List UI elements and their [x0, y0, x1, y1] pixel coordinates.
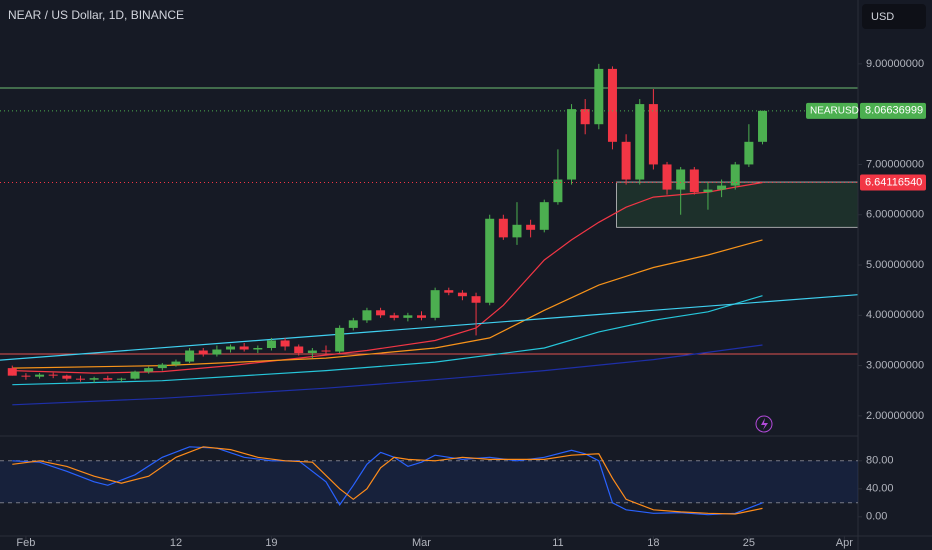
candle-body	[567, 109, 577, 180]
x-tick-label: Apr	[836, 537, 853, 549]
oscillator-line	[12, 446, 763, 515]
candle-body	[485, 218, 495, 303]
y-tick-label: 3.00000000	[866, 360, 924, 372]
candle-body	[580, 109, 590, 125]
y-tick-label: 80.00	[866, 455, 894, 467]
candle-body	[198, 350, 208, 355]
candle-body	[553, 179, 563, 203]
candle-body	[253, 348, 263, 350]
candle-body	[157, 364, 167, 369]
price-label-box	[860, 102, 926, 119]
y-tick-label: 4.00000000	[866, 309, 924, 321]
candle-body	[280, 340, 290, 347]
oscillator-band	[0, 460, 858, 503]
y-tick-label: 9.00000000	[866, 58, 924, 70]
candle-body	[621, 141, 631, 180]
y-tick-label: 7.00000000	[866, 158, 924, 170]
candle-body	[730, 164, 740, 186]
candle-body	[362, 310, 372, 321]
currency-button[interactable]	[862, 4, 926, 29]
oscillator-pane	[0, 446, 858, 516]
x-tick-label: 11	[552, 537, 563, 549]
alert-icon-bolt	[761, 418, 768, 430]
candle-body	[335, 327, 345, 352]
candle-body	[171, 361, 181, 365]
candle-body	[512, 224, 522, 238]
candle-body	[130, 371, 140, 379]
x-tick-label: 12	[170, 537, 182, 549]
candle-body	[607, 68, 617, 142]
moving-average	[0, 294, 858, 361]
y-tick-label: 0.00	[866, 511, 887, 523]
candle-body	[662, 164, 672, 190]
candle-body	[75, 378, 85, 380]
price-label-box	[860, 174, 926, 191]
x-tick-label: 25	[743, 537, 755, 549]
candle-body	[648, 104, 658, 165]
candle-body	[48, 374, 58, 376]
candle-body	[7, 368, 17, 376]
price-label: 6.64116540	[865, 176, 922, 188]
candle-body	[89, 378, 99, 380]
candle-body	[416, 315, 426, 318]
candle-body	[294, 346, 304, 354]
y-tick-label: 6.00000000	[866, 209, 924, 221]
y-tick-label: 2.00000000	[866, 410, 924, 422]
y-tick-label: 5.00000000	[866, 259, 924, 271]
candle-body	[226, 346, 236, 350]
candle-body	[21, 375, 31, 377]
candle-body	[103, 378, 113, 380]
candle-body	[676, 169, 686, 190]
candle-body	[62, 375, 72, 379]
price-label: 8.06636999	[865, 105, 923, 117]
candle-body	[744, 141, 754, 165]
candle-body	[348, 320, 358, 328]
candle-body	[35, 374, 45, 377]
candle-body	[430, 290, 440, 318]
symbol-label-box	[806, 102, 858, 119]
candle-body	[471, 296, 481, 303]
candle-body	[212, 349, 222, 355]
candle-body	[116, 378, 126, 380]
moving-average	[12, 181, 763, 374]
candle-body	[444, 290, 454, 293]
moving-average	[12, 295, 763, 386]
candle-body	[717, 185, 727, 190]
candle-body	[539, 202, 549, 230]
candle-body	[689, 169, 699, 193]
candle-body	[703, 189, 713, 193]
currency-label[interactable]: USD	[871, 11, 894, 23]
candle-body	[144, 368, 154, 372]
zone	[616, 181, 858, 228]
candle-body	[185, 350, 195, 362]
chart-title: NEAR / US Dollar, 1D, BINANCE	[8, 8, 184, 22]
candle-body	[307, 350, 317, 354]
moving-average	[12, 344, 763, 406]
candle-body	[594, 68, 604, 125]
y-tick-label: 40.00	[866, 483, 894, 495]
candle-body	[403, 315, 413, 318]
candle-body	[266, 340, 276, 348]
candle-body	[457, 292, 467, 297]
x-tick-label: 19	[265, 537, 277, 549]
alert-icon[interactable]	[755, 415, 773, 433]
candle-body	[526, 224, 536, 230]
x-tick-label: 18	[647, 537, 659, 549]
symbol-label: NEARUSD	[810, 105, 859, 116]
candle-body	[376, 310, 386, 316]
candle-body	[389, 315, 399, 318]
candle-body	[321, 350, 331, 352]
moving-average	[12, 239, 763, 369]
candle-body	[758, 110, 768, 142]
x-tick-label: Mar	[412, 537, 431, 549]
candle-body	[635, 104, 645, 180]
x-tick-label: Feb	[16, 537, 35, 549]
candle-body	[239, 346, 249, 350]
candle-body	[498, 218, 508, 238]
